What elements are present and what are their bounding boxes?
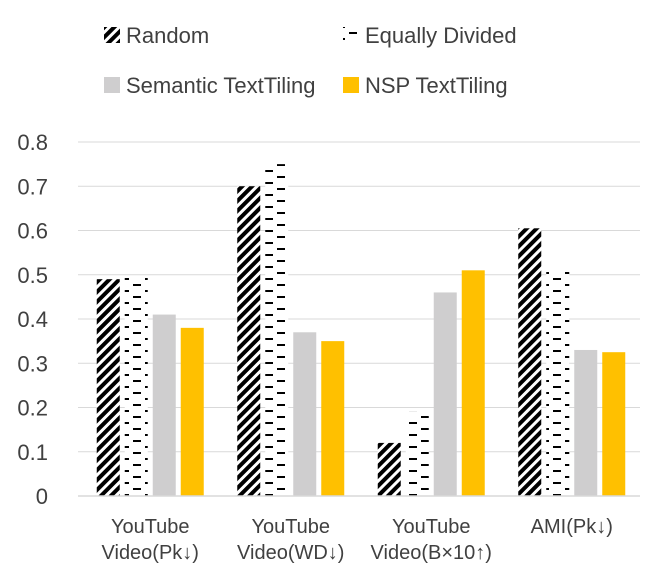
y-tick-label: 0.3 xyxy=(17,351,48,376)
y-tick-label: 0.7 xyxy=(17,174,48,199)
bar-nsp-texttiling xyxy=(180,327,204,496)
bar-random xyxy=(96,279,120,496)
legend-swatch xyxy=(343,77,359,93)
legend-swatch xyxy=(104,77,120,93)
legend: Random Equally Divided Semantic TextTiling… xyxy=(104,23,517,98)
bar-nsp-texttiling xyxy=(321,341,345,496)
x-tick-label: YouTube Video(Pk↓) xyxy=(102,516,199,564)
bar-equally-divided xyxy=(405,411,429,496)
y-tick-label: 0.6 xyxy=(17,219,48,244)
y-tick-label: 0.5 xyxy=(17,263,48,288)
bar-semantic-texttiling xyxy=(293,332,317,496)
x-tick-label: AMI(Pk↓) xyxy=(531,516,613,538)
bars xyxy=(96,164,626,496)
legend-swatch xyxy=(104,27,120,43)
bar-semantic-texttiling xyxy=(152,314,176,496)
y-tick-label: 0.1 xyxy=(17,440,48,465)
bar-random xyxy=(237,186,261,496)
legend-label: Random xyxy=(126,23,209,48)
legend-label: NSP TextTiling xyxy=(365,73,508,98)
bar-equally-divided xyxy=(546,270,570,496)
y-tick-label: 0.2 xyxy=(17,396,48,421)
bar-nsp-texttiling xyxy=(461,270,485,496)
y-tick-label: 0.4 xyxy=(17,307,48,332)
legend-label: Equally Divided xyxy=(365,23,517,48)
bar-semantic-texttiling xyxy=(433,292,457,496)
bar-equally-divided xyxy=(124,276,148,496)
y-tick-label: 0.8 xyxy=(17,130,48,155)
legend-label: Semantic TextTiling xyxy=(126,73,316,98)
legend-swatch xyxy=(343,27,359,43)
bar-nsp-texttiling xyxy=(602,352,626,496)
x-axis-ticks: YouTube Video(Pk↓) YouTube Video(WD↓) YouTub… xyxy=(102,516,613,564)
bar-equally-divided xyxy=(265,164,289,496)
x-tick-label: YouTube Video(B×10↑) xyxy=(371,516,492,564)
y-tick-label: 0 xyxy=(36,484,48,509)
x-tick-label: YouTube Video(WD↓) xyxy=(237,516,344,564)
y-axis-ticks: 0 0.1 0.2 0.3 0.4 0.5 0.6 0.7 0.8 xyxy=(17,130,48,509)
bar-random xyxy=(518,228,542,496)
bar-random xyxy=(377,442,401,496)
bar-semantic-texttiling xyxy=(574,349,598,496)
